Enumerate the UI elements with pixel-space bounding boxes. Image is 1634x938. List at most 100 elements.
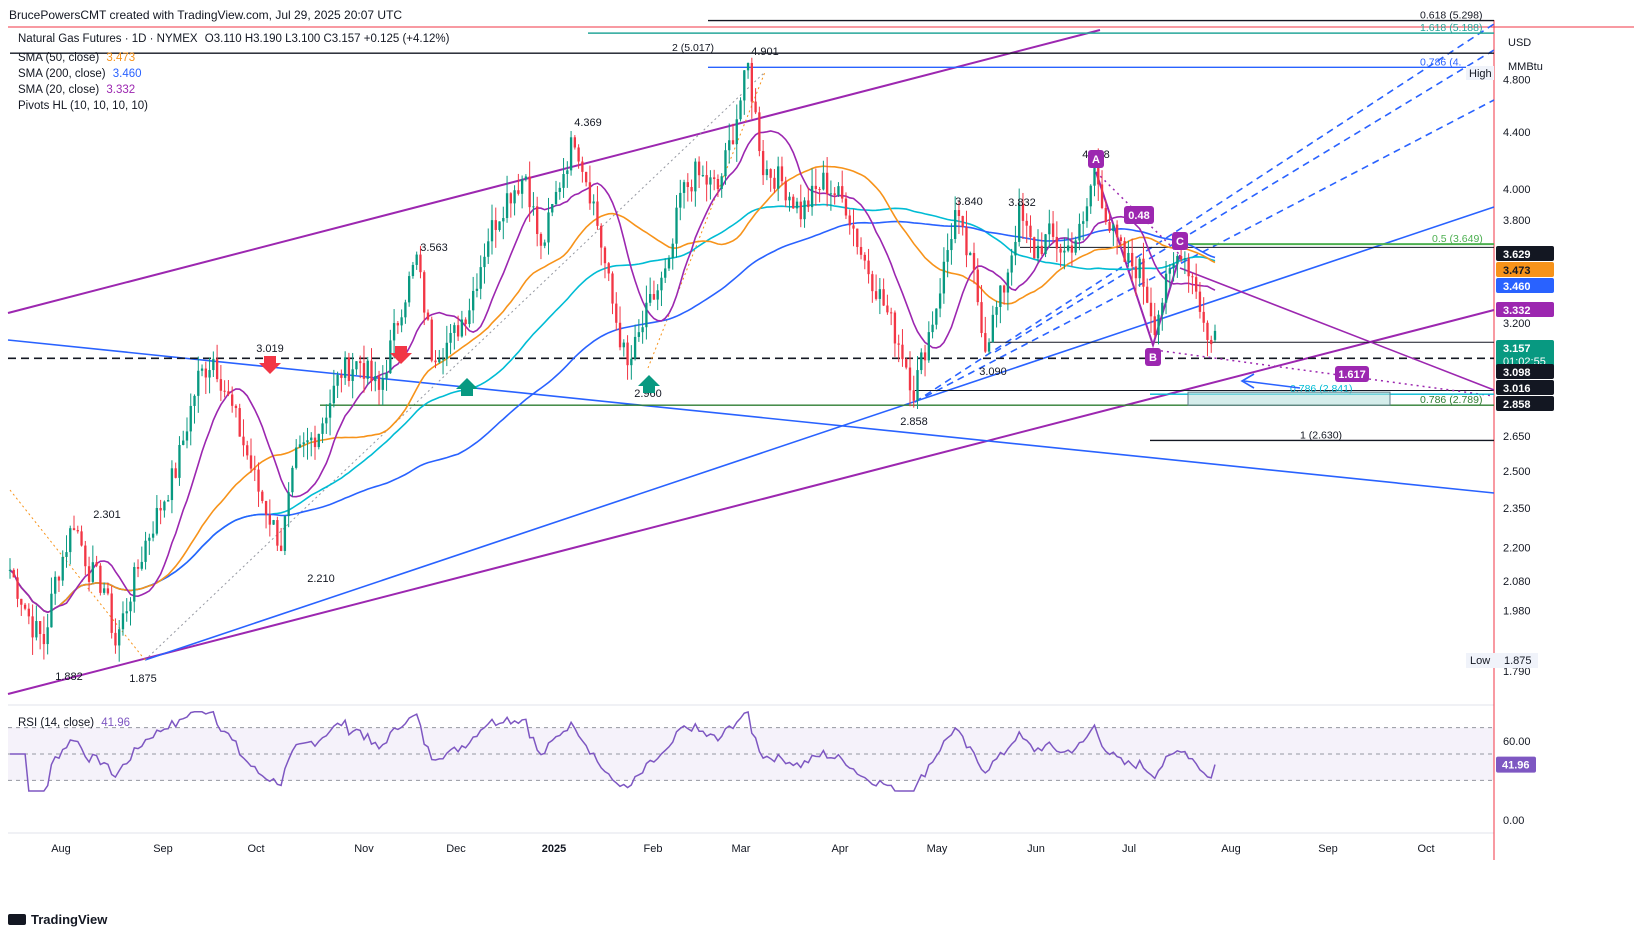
candle-body <box>1059 248 1062 253</box>
candle <box>494 207 497 248</box>
candle <box>1002 284 1006 305</box>
sma200-line <box>9 220 1216 614</box>
candle <box>882 278 885 307</box>
fib-level-label: 0.786 (2.789) <box>1420 394 1482 406</box>
candle <box>246 440 249 460</box>
candle-body <box>1055 236 1059 249</box>
candle-body <box>276 520 279 546</box>
candle-body <box>784 181 787 201</box>
candle-body <box>524 176 528 180</box>
candle-body <box>607 263 610 274</box>
candle <box>1063 237 1066 270</box>
candle <box>769 168 772 192</box>
candle <box>652 280 656 301</box>
candle <box>822 160 825 191</box>
candle-body <box>927 332 930 361</box>
candle-body <box>438 359 441 363</box>
candle-body <box>200 368 204 371</box>
candle <box>739 97 742 122</box>
candle-body <box>777 166 780 189</box>
candle-body <box>980 302 983 334</box>
candle-body <box>799 201 802 220</box>
candle-body <box>231 394 234 406</box>
candle <box>942 247 946 304</box>
candle <box>901 329 904 367</box>
candle <box>374 361 377 392</box>
candle-body <box>351 369 354 381</box>
candle <box>1059 243 1062 268</box>
candle-body <box>667 257 671 269</box>
tradingview-logo[interactable]: TradingView <box>8 912 107 927</box>
candle <box>407 271 411 307</box>
candle-body <box>136 567 140 569</box>
candle <box>1085 198 1089 228</box>
candle-body <box>863 254 866 261</box>
candle <box>633 324 637 361</box>
legend-pivots[interactable]: Pivots HL (10, 10, 10, 10) <box>18 100 148 112</box>
candle-body <box>298 444 302 448</box>
time-tick-label: Mar <box>732 843 751 855</box>
candle-body <box>686 182 689 188</box>
candle-body <box>366 360 369 379</box>
rsi-label: RSI (14, close) <box>18 717 95 729</box>
candle-body <box>844 198 848 216</box>
rsi-tag-value: 41.96 <box>1502 760 1530 772</box>
candle-body <box>151 533 155 538</box>
candle-body <box>370 360 373 382</box>
legend-sma200[interactable]: SMA (200, close) 3.460 <box>18 68 142 80</box>
candle-body <box>1195 277 1198 292</box>
candle-body <box>27 608 30 617</box>
candle <box>916 356 919 410</box>
price-axis: USDMMBtu4.8004.4004.0003.8003.4003.2002.… <box>1466 37 1554 827</box>
candle <box>264 500 268 529</box>
candle <box>1093 162 1096 197</box>
price-tick-label: 3.800 <box>1503 215 1531 227</box>
candle-body <box>731 140 735 145</box>
candle <box>166 494 170 502</box>
candle <box>370 348 373 392</box>
candle <box>505 175 509 223</box>
candle-body <box>554 191 558 204</box>
candle-body <box>874 291 878 299</box>
ratio-text: 0.48 <box>1128 210 1149 222</box>
candle <box>385 359 388 391</box>
candle-body <box>509 193 512 204</box>
price-tag-value: 3.629 <box>1503 249 1531 261</box>
time-tick-label: Oct <box>1417 843 1434 855</box>
sma200-label: SMA (200, close) <box>18 68 106 80</box>
sma20-value: 3.332 <box>106 84 136 96</box>
legend-rsi[interactable]: RSI (14, close) 41.96 <box>18 717 130 729</box>
candle <box>777 156 780 202</box>
time-tick-label: May <box>927 843 948 855</box>
legend-sma50[interactable]: SMA (50, close) 3.473 <box>18 52 135 64</box>
candle <box>46 613 49 655</box>
candle-body <box>449 332 452 343</box>
candle <box>136 559 140 578</box>
legend-sma20[interactable]: SMA (20, close) 3.332 <box>18 84 135 96</box>
candle-body <box>795 201 799 209</box>
candle <box>118 620 121 662</box>
candle-body <box>279 545 283 551</box>
candle <box>472 276 475 324</box>
candle <box>170 460 174 514</box>
candle <box>675 195 678 258</box>
candle-body <box>611 273 614 304</box>
candle <box>554 180 558 207</box>
price-tick-label: 2.350 <box>1503 503 1531 515</box>
candle <box>859 237 863 260</box>
candle-body <box>204 368 207 378</box>
candle <box>1029 215 1032 253</box>
abc-badge-c: C <box>1172 232 1188 250</box>
candle <box>1149 287 1153 333</box>
candle <box>697 156 701 189</box>
candle-body <box>600 225 603 248</box>
candle <box>276 516 279 551</box>
candle-body <box>140 561 143 569</box>
candle-body <box>1082 221 1085 224</box>
candle-body <box>1142 258 1145 287</box>
candle <box>415 251 418 270</box>
candle <box>12 568 15 578</box>
candle-body <box>415 254 418 265</box>
